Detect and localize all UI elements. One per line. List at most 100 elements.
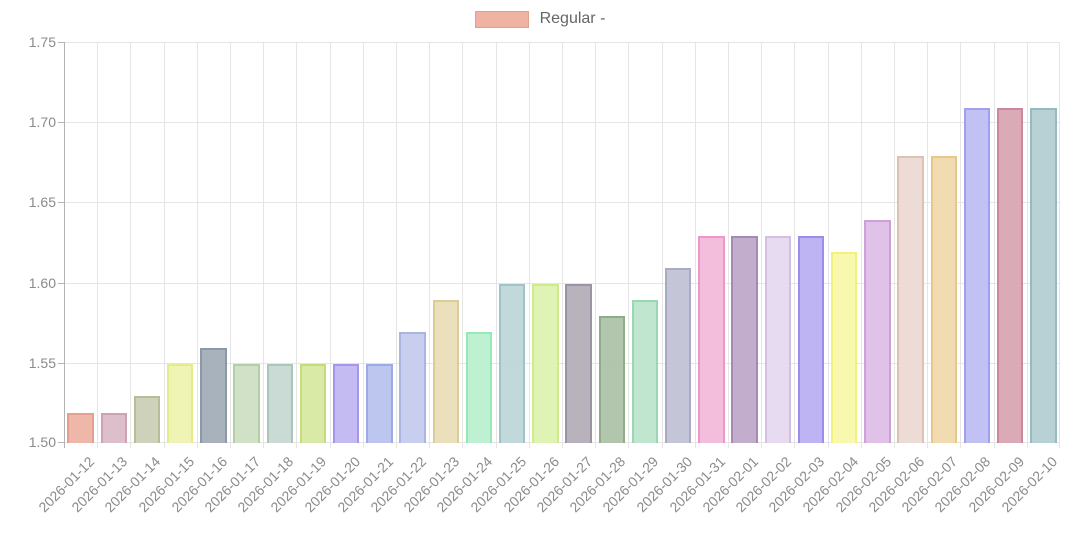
x-tick-mark: [263, 443, 264, 448]
bar-2026-01-21[interactable]: [366, 364, 393, 443]
x-tick-mark: [230, 443, 231, 448]
v-gridline: [164, 42, 165, 443]
bar-2026-01-24[interactable]: [465, 332, 493, 443]
y-axis-label: 1.60: [28, 275, 56, 291]
y-tick-mark: [58, 122, 64, 123]
v-gridline: [628, 42, 629, 443]
y-axis-label: 1.55: [28, 355, 56, 371]
x-tick-mark: [960, 443, 961, 448]
chart-legend: Regular -: [0, 10, 1080, 28]
y-tick-mark: [58, 283, 64, 284]
x-tick-mark: [296, 443, 297, 448]
bar-2026-02-08[interactable]: [963, 107, 991, 443]
v-gridline: [695, 42, 696, 443]
x-tick-mark: [164, 443, 165, 448]
v-gridline: [562, 42, 563, 443]
x-tick-mark: [894, 443, 895, 448]
x-tick-mark: [330, 443, 331, 448]
x-tick-mark: [728, 443, 729, 448]
v-gridline: [396, 42, 397, 443]
bar-2026-01-12[interactable]: [67, 412, 94, 443]
y-axis-label: 1.75: [28, 34, 56, 50]
bar-2026-02-06[interactable]: [897, 155, 924, 443]
y-tick-mark: [58, 363, 64, 364]
x-tick-mark: [396, 443, 397, 448]
v-gridline: [230, 42, 231, 443]
bar-2026-02-10[interactable]: [1030, 107, 1057, 443]
x-tick-mark: [1027, 443, 1028, 448]
v-gridline: [994, 42, 995, 443]
bar-2026-01-13[interactable]: [100, 412, 128, 443]
v-gridline: [429, 42, 430, 443]
y-axis-label: 1.65: [28, 194, 56, 210]
v-gridline: [263, 42, 264, 443]
x-tick-mark: [662, 443, 663, 448]
bar-2026-01-20[interactable]: [332, 364, 360, 443]
bar-2026-01-26[interactable]: [532, 284, 559, 443]
v-gridline: [462, 42, 463, 443]
v-gridline: [529, 42, 530, 443]
y-tick-mark: [58, 42, 64, 43]
bar-2026-02-01[interactable]: [731, 236, 758, 443]
legend-swatch-regular[interactable]: [474, 10, 529, 28]
x-tick-mark: [363, 443, 364, 448]
bar-2026-01-17[interactable]: [233, 364, 260, 443]
v-gridline: [363, 42, 364, 443]
y-axis-label: 1.50: [28, 434, 56, 450]
x-tick-mark: [761, 443, 762, 448]
x-tick-mark: [496, 443, 497, 448]
x-tick-mark: [861, 443, 862, 448]
x-tick-mark: [197, 443, 198, 448]
plot-area: 2026-01-12 2026-01-13 2026-01-14 2026-01-15…: [35, 42, 1060, 515]
bar-2026-01-22[interactable]: [399, 332, 426, 443]
v-gridline: [861, 42, 862, 443]
v-gridline: [595, 42, 596, 443]
v-gridline: [130, 42, 131, 443]
bar-2026-01-23[interactable]: [432, 300, 460, 443]
bar-2026-01-18[interactable]: [266, 364, 294, 443]
x-tick-mark: [994, 443, 995, 448]
x-tick-mark: [927, 443, 928, 448]
bar-2026-01-15[interactable]: [166, 364, 194, 443]
v-gridline: [97, 42, 98, 443]
v-gridline: [662, 42, 663, 443]
y-tick-mark: [58, 202, 64, 203]
x-tick-mark: [828, 443, 829, 448]
y-axis-line: [64, 42, 65, 448]
v-gridline: [894, 42, 895, 443]
y-axis-label: 1.70: [28, 114, 56, 130]
bar-2026-02-07[interactable]: [930, 155, 958, 443]
bar-2026-01-19[interactable]: [299, 364, 327, 443]
x-tick-mark: [562, 443, 563, 448]
v-gridline: [496, 42, 497, 443]
v-gridline: [761, 42, 762, 443]
bar-2026-02-05[interactable]: [864, 220, 891, 443]
bar-2026-01-28[interactable]: [598, 316, 626, 443]
bar-2026-02-02[interactable]: [764, 236, 792, 443]
legend-label[interactable]: Regular -: [539, 10, 606, 27]
bar-2026-01-31[interactable]: [698, 236, 725, 443]
bar-2026-01-27[interactable]: [565, 284, 592, 443]
bar-2026-02-09[interactable]: [996, 107, 1024, 443]
v-gridline: [728, 42, 729, 443]
bar-2026-01-25[interactable]: [498, 284, 526, 443]
bar-2026-01-16[interactable]: [200, 348, 227, 443]
bar-2026-01-30[interactable]: [664, 268, 692, 443]
bar-2026-01-14[interactable]: [133, 396, 161, 443]
bar-2026-01-29[interactable]: [631, 300, 659, 443]
x-tick-mark: [429, 443, 430, 448]
v-gridline: [828, 42, 829, 443]
x-tick-mark: [97, 443, 98, 448]
x-tick-mark: [130, 443, 131, 448]
v-gridline: [1027, 42, 1028, 443]
x-tick-mark: [462, 443, 463, 448]
bar-2026-02-04[interactable]: [830, 252, 858, 443]
v-gridline: [1059, 42, 1060, 443]
v-gridline: [197, 42, 198, 443]
y-tick-mark: [58, 442, 64, 443]
x-tick-mark: [794, 443, 795, 448]
bar-2026-02-03[interactable]: [797, 236, 825, 443]
v-gridline: [794, 42, 795, 443]
x-tick-mark: [1059, 443, 1060, 448]
